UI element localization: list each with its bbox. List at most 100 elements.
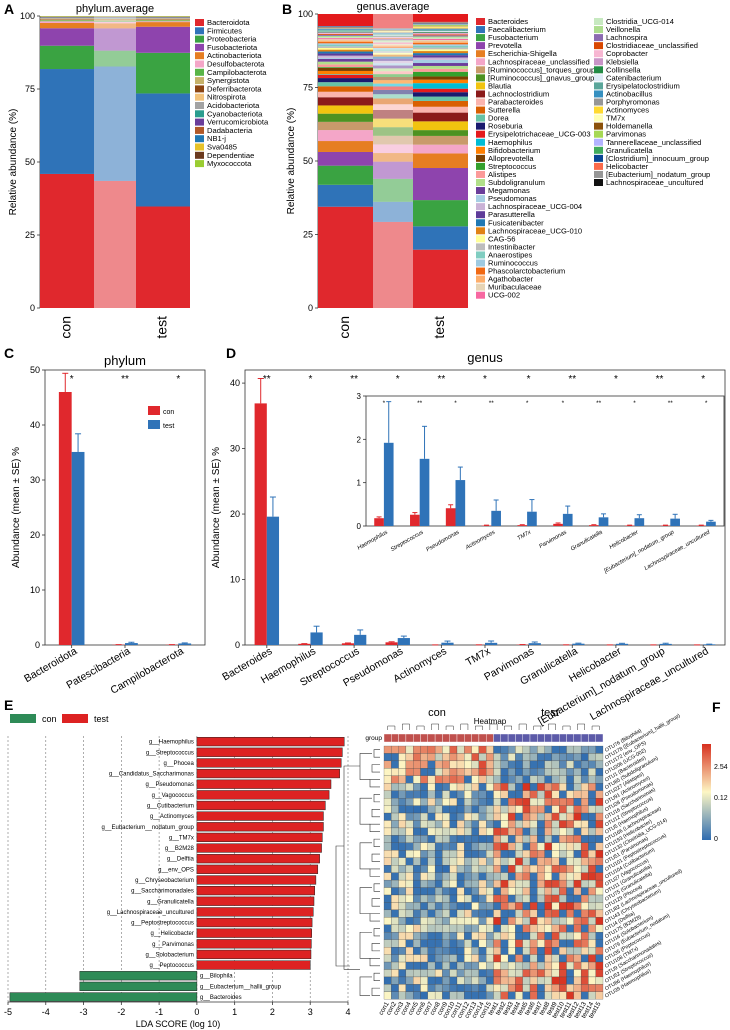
heatmap-cell: [544, 783, 553, 791]
heatmap-cell: [427, 820, 436, 829]
stack-segment-fusobacterium: [373, 178, 413, 202]
heatmap-cell: [449, 961, 458, 970]
top-dendrogram-branch: [518, 723, 527, 730]
heatmap-cell: [537, 835, 545, 843]
heatmap-cell: [486, 984, 494, 992]
stack-segment-subdoligranulum: [318, 61, 373, 65]
heatmap-cell: [559, 976, 567, 985]
heatmap-cell: [413, 768, 421, 776]
heatmap-cell: [383, 865, 392, 873]
heatmap-cell: [551, 820, 560, 829]
heatmap-cell: [507, 827, 516, 836]
heatmap-cell: [588, 835, 596, 843]
bar-test: [125, 643, 138, 645]
stack-segment-sutterella: [373, 98, 413, 105]
heatmap-cell: [595, 879, 604, 888]
legend-swatch: [476, 227, 485, 235]
heatmap-cell: [405, 827, 414, 836]
stack-segment--clostridium-innocuum-group: [413, 23, 468, 24]
legend-swatch: [476, 211, 485, 219]
heatmap-cell: [507, 820, 516, 829]
heatmap-cell: [551, 924, 560, 933]
heatmap-cell: [559, 932, 567, 940]
lda-bar: [196, 949, 312, 960]
heatmap-cell: [537, 783, 545, 791]
heatmap-cell: [588, 961, 596, 970]
heatmap-cell: [580, 954, 589, 963]
heatmap-cell: [449, 939, 458, 948]
heatmap-cell: [383, 976, 392, 985]
stack-segment-lachnospira: [413, 35, 468, 37]
heatmap-cell: [464, 790, 472, 799]
inset-significance-mark: **: [668, 400, 674, 407]
heatmap-cell: [580, 961, 589, 970]
heatmap-cell: [413, 865, 421, 873]
lda-label: g__Chryseobacterium: [135, 878, 194, 884]
heatmap-cell: [580, 768, 589, 776]
heatmap-cell: [588, 902, 596, 911]
dendrogram-branch: [369, 958, 380, 967]
heatmap-cell: [566, 820, 574, 829]
heatmap-cell: [529, 969, 538, 978]
heatmap-cell: [515, 969, 523, 978]
heatmap-cell: [566, 947, 574, 955]
heatmap-cell: [486, 842, 494, 851]
heatmap-cell: [588, 865, 596, 873]
heatmap-cell: [398, 790, 407, 799]
heatmap-cell: [529, 775, 538, 784]
heatmap-cell: [588, 768, 596, 776]
heatmap-cell: [442, 805, 450, 814]
legend-swatch: [476, 130, 485, 138]
lda-bar: [79, 981, 198, 991]
heatmap-cell: [427, 865, 436, 873]
bar-test: [310, 632, 323, 645]
stack-segment-anaerostipes: [373, 49, 413, 52]
heatmap-cell: [442, 872, 450, 881]
heatmap-cell: [478, 879, 487, 888]
legend-swatch: [476, 259, 485, 267]
dendrogram-branch: [371, 853, 380, 862]
legend-swatch-test: [148, 420, 160, 429]
stack-segment-catenibacterium: [413, 30, 468, 32]
top-dendrogram-branch: [460, 723, 469, 730]
heatmap-cell: [456, 879, 465, 888]
dendrogram-branch: [373, 883, 380, 892]
lda-label: g__Cutibacterium: [147, 804, 194, 810]
heatmap-cell: [515, 909, 523, 918]
heatmap-cell: [427, 961, 436, 970]
heatmap-cell: [537, 909, 545, 918]
heatmap-cell: [588, 947, 596, 955]
heatmap-cell: [486, 976, 494, 985]
heatmap-cell: [573, 820, 582, 829]
heatmap-cell: [427, 775, 436, 784]
dendrogram-branch: [359, 976, 372, 996]
heatmap-cell: [566, 783, 574, 791]
stack-segment-sutterella: [413, 100, 468, 107]
dendrogram-branch: [373, 838, 380, 847]
heatmap-cell: [478, 894, 487, 903]
heatmap-cell: [566, 872, 574, 881]
heatmap-cell: [471, 835, 480, 843]
heatmap-cell: [471, 984, 480, 992]
stack-segment-muribaculaceae: [373, 43, 413, 46]
heatmap-cell: [391, 954, 399, 963]
heatmap-cell: [588, 969, 596, 978]
significance-mark: *: [396, 374, 400, 385]
x-tick-label: -5: [4, 1007, 12, 1017]
stack-segment-anaerostipes: [318, 44, 373, 47]
heatmap-cell: [551, 745, 560, 754]
heatmap-cell: [442, 760, 450, 769]
heatmap-cell: [427, 887, 436, 896]
heatmap-cell: [383, 775, 392, 784]
heatmap-cell: [522, 947, 531, 955]
heatmap-cell: [456, 909, 465, 918]
heatmap-cell: [544, 760, 553, 769]
dendrogram-branch: [343, 765, 360, 970]
stack-segment-phascolarctobacterium: [413, 42, 468, 45]
heatmap-cell: [595, 835, 604, 843]
heatmap-cell: [471, 745, 480, 754]
legend-label: Bacteroidota: [207, 18, 250, 27]
group-bar-cell: [420, 733, 429, 743]
heatmap-cell: [471, 872, 480, 881]
heatmap-cell: [383, 812, 392, 821]
